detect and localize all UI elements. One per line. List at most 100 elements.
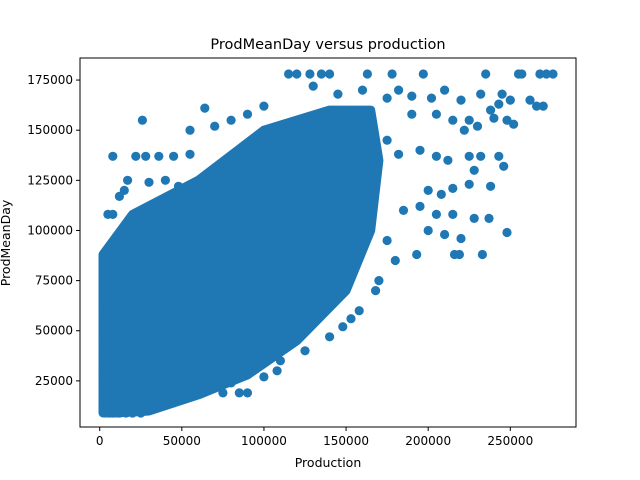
data-point-101 (259, 372, 269, 382)
data-point-104 (234, 388, 244, 398)
data-point-62 (394, 149, 404, 159)
y-tick-label-1: 50000 (35, 324, 73, 338)
data-point-33 (226, 115, 236, 125)
data-point-74 (464, 179, 474, 189)
plot-frame (79, 57, 577, 428)
data-point-67 (476, 151, 486, 161)
data-point-69 (499, 161, 509, 171)
data-point-49 (141, 151, 151, 161)
data-point-42 (489, 113, 499, 123)
data-point-72 (436, 189, 446, 199)
data-point-85 (502, 227, 512, 238)
data-point-46 (137, 115, 147, 125)
data-point-107 (177, 394, 187, 404)
data-point-3 (316, 69, 326, 79)
data-point-76 (398, 205, 409, 215)
data-point-64 (431, 151, 441, 161)
y-tick-label-0: 25000 (35, 374, 73, 388)
data-point-113 (118, 316, 128, 326)
data-point-103 (218, 388, 228, 398)
plot-area (98, 69, 558, 418)
data-point-51 (169, 151, 179, 161)
data-point-112 (136, 408, 146, 418)
data-point-15 (333, 89, 343, 99)
data-point-110 (152, 396, 162, 406)
scatter-points (100, 69, 558, 418)
data-point-60 (108, 209, 118, 219)
data-point-2 (305, 69, 315, 79)
data-point-50 (154, 151, 164, 161)
data-point-44 (508, 119, 519, 129)
data-point-123 (108, 408, 118, 418)
data-point-118 (105, 286, 115, 296)
data-point-75 (486, 181, 496, 191)
data-point-115 (100, 366, 110, 376)
data-point-53 (144, 177, 154, 187)
data-point-35 (200, 103, 210, 113)
data-point-11 (535, 69, 545, 79)
data-point-119 (100, 386, 111, 396)
data-point-81 (484, 213, 494, 223)
y-axis-label: ProdMeanDay (0, 199, 13, 286)
x-tick-label-5: 250000 (487, 434, 533, 448)
x-tick-label-3: 150000 (323, 434, 369, 448)
data-point-13 (548, 69, 558, 79)
y-tick-label-2: 75000 (35, 274, 73, 288)
data-point-54 (160, 175, 170, 185)
y-tick-label-6: 175000 (27, 73, 73, 87)
data-point-61 (382, 135, 392, 145)
x-tick-label-2: 100000 (241, 434, 287, 448)
data-point-97 (325, 332, 335, 342)
data-point-12 (541, 69, 552, 79)
data-point-125 (121, 408, 131, 418)
data-point-100 (272, 366, 282, 376)
data-point-91 (390, 255, 400, 266)
data-point-47 (108, 151, 118, 161)
data-point-105 (242, 388, 253, 398)
data-point-37 (407, 109, 417, 119)
data-point-98 (300, 346, 310, 356)
data-point-63 (415, 145, 425, 155)
data-point-68 (494, 151, 504, 161)
data-point-80 (469, 213, 479, 223)
data-point-4 (325, 69, 335, 79)
data-point-86 (412, 249, 422, 260)
data-point-10 (517, 69, 527, 79)
data-point-109 (160, 398, 170, 408)
data-point-45 (459, 125, 469, 135)
data-point-19 (407, 91, 417, 101)
data-point-1 (292, 69, 302, 79)
data-point-84 (456, 233, 466, 244)
data-point-114 (128, 306, 138, 316)
data-point-31 (259, 101, 269, 111)
chart-title: ProdMeanDay versus production (210, 37, 445, 53)
data-point-30 (486, 105, 496, 115)
data-point-108 (169, 398, 179, 408)
data-point-78 (431, 209, 441, 219)
data-point-95 (346, 314, 356, 324)
data-point-116 (101, 336, 111, 346)
data-point-66 (464, 151, 474, 161)
x-tick-label-4: 200000 (405, 434, 451, 448)
data-point-88 (454, 249, 464, 260)
y-tick-label-4: 125000 (27, 173, 73, 187)
x-axis-ticks: 0 50000 100000 150000 200000 250000 (96, 427, 533, 448)
data-point-39 (448, 115, 458, 125)
data-point-28 (494, 99, 504, 109)
x-tick-label-0: 0 (96, 434, 104, 448)
data-point-8 (481, 69, 491, 79)
data-point-20 (426, 93, 437, 103)
data-point-34 (210, 121, 220, 131)
data-point-52 (185, 149, 195, 159)
data-point-92 (374, 276, 384, 286)
data-point-102 (226, 378, 236, 388)
data-point-27 (538, 101, 548, 111)
data-point-96 (338, 322, 348, 332)
data-point-82 (423, 225, 433, 236)
data-point-124 (114, 408, 124, 418)
data-point-79 (448, 209, 458, 219)
data-point-111 (147, 404, 157, 414)
data-point-38 (431, 109, 441, 119)
data-point-55 (173, 181, 184, 191)
